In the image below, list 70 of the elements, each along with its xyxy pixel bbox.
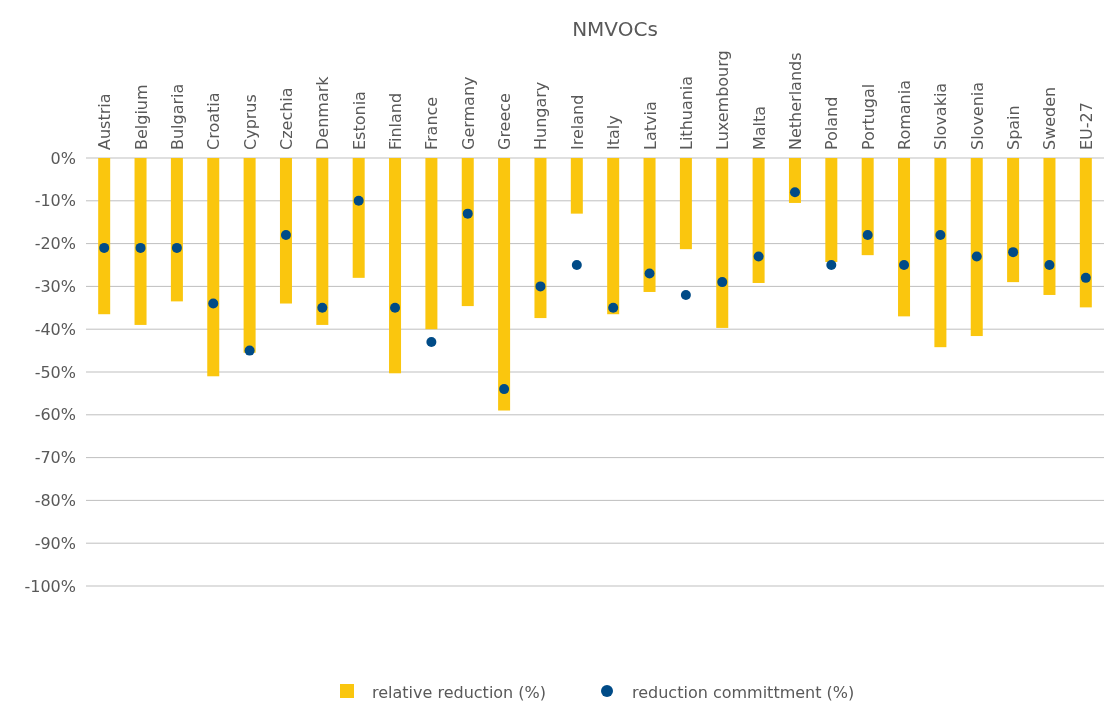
point bbox=[390, 302, 401, 313]
point bbox=[208, 298, 219, 309]
point bbox=[135, 242, 146, 253]
x-tick-label: Slovakia bbox=[931, 82, 951, 150]
y-tick-label: -20% bbox=[34, 234, 76, 254]
x-tick-label: Denmark bbox=[313, 75, 333, 150]
y-tick-label: -10% bbox=[34, 191, 76, 211]
y-tick-label: -90% bbox=[34, 533, 76, 553]
point bbox=[1080, 272, 1091, 283]
x-tick-label: France bbox=[422, 96, 442, 150]
point bbox=[571, 260, 582, 270]
y-tick-label: -30% bbox=[34, 277, 76, 296]
x-tick-label: Czechia bbox=[276, 87, 296, 150]
point bbox=[608, 302, 619, 313]
legend-label: reduction committment (%) bbox=[632, 683, 855, 702]
point bbox=[1008, 247, 1019, 258]
point bbox=[753, 251, 764, 262]
y-tick-label: -60% bbox=[34, 405, 76, 425]
x-tick-label: Netherlands bbox=[785, 52, 805, 150]
x-tick-label: Latvia bbox=[640, 101, 660, 150]
x-tick-label: Portugal bbox=[858, 83, 878, 150]
point bbox=[680, 289, 691, 300]
x-tick-label: Malta bbox=[749, 105, 769, 150]
point bbox=[789, 187, 800, 198]
legend-label: relative reduction (%) bbox=[372, 683, 547, 702]
point bbox=[499, 384, 510, 395]
point bbox=[644, 268, 655, 279]
point bbox=[244, 345, 255, 356]
x-tick-label: Cyprus bbox=[240, 94, 260, 150]
x-tick-label: Lithuania bbox=[676, 75, 696, 150]
x-tick-label: Ireland bbox=[567, 94, 587, 150]
point bbox=[462, 208, 473, 219]
x-tick-label: Greece bbox=[495, 93, 515, 150]
x-tick-label: Belgium bbox=[131, 84, 151, 150]
point bbox=[171, 242, 182, 253]
x-tick-label: Finland bbox=[386, 92, 406, 150]
point bbox=[717, 277, 728, 288]
y-tick-label: 0% bbox=[50, 148, 76, 168]
point bbox=[426, 337, 437, 348]
point bbox=[535, 281, 546, 292]
x-tick-label: Hungary bbox=[531, 81, 551, 150]
point bbox=[99, 242, 110, 253]
point bbox=[826, 260, 837, 270]
point bbox=[1044, 260, 1055, 270]
x-tick-label: Estonia bbox=[349, 91, 369, 150]
x-tick-label: Austria bbox=[95, 93, 115, 150]
point bbox=[353, 195, 364, 206]
x-tick-label: Sweden bbox=[1040, 86, 1060, 150]
point bbox=[317, 302, 328, 313]
x-tick-label: Luxembourg bbox=[713, 50, 733, 150]
point bbox=[935, 230, 946, 241]
y-tick-label: -70% bbox=[34, 448, 76, 468]
y-tick-label: -40% bbox=[34, 319, 76, 339]
y-tick-label: -100% bbox=[24, 576, 76, 596]
x-tick-label: Poland bbox=[822, 96, 842, 150]
y-tick-label: -80% bbox=[34, 491, 76, 510]
x-tick-label: Slovenia bbox=[967, 81, 987, 150]
x-tick-label: Spain bbox=[1004, 105, 1024, 150]
point bbox=[971, 251, 982, 262]
x-tick-label: Bulgaria bbox=[167, 83, 187, 150]
x-tick-label: Croatia bbox=[204, 92, 224, 150]
point bbox=[899, 260, 910, 270]
x-tick-label: Germany bbox=[458, 76, 478, 150]
chart-title: NMVOCs bbox=[572, 17, 658, 41]
x-tick-label: Romania bbox=[895, 80, 915, 150]
point bbox=[280, 230, 291, 241]
y-tick-label: -50% bbox=[34, 362, 76, 382]
x-tick-label: Italy bbox=[604, 115, 624, 150]
point bbox=[862, 230, 873, 241]
x-tick-label: EU-27 bbox=[1076, 102, 1096, 150]
